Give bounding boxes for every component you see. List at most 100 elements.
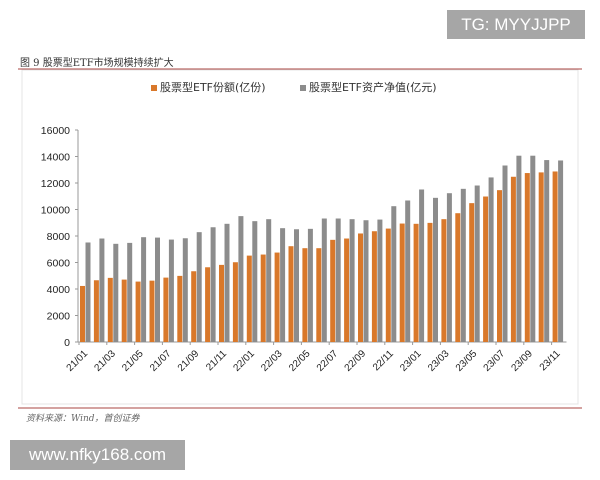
y-tick-label: 6000 xyxy=(47,258,71,270)
bar-share-21/07 xyxy=(163,277,169,342)
bar-share-22/05 xyxy=(302,248,308,342)
x-tick-label: 23/01 xyxy=(398,348,424,374)
bar-share-22/04 xyxy=(288,246,294,342)
bar-nav-22/09 xyxy=(363,220,369,342)
bar-share-21/06 xyxy=(149,280,155,342)
bar-nav-21/09 xyxy=(196,232,202,342)
bar-nav-23/11 xyxy=(558,160,564,342)
bar-share-22/12 xyxy=(399,223,405,342)
bar-share-21/04 xyxy=(121,279,127,342)
x-tick-label: 23/07 xyxy=(482,348,508,374)
bar-nav-21/04 xyxy=(127,242,133,342)
bar-share-21/03 xyxy=(107,277,113,342)
bar-nav-21/11 xyxy=(224,223,230,342)
bar-nav-23/07 xyxy=(502,165,508,342)
bar-share-21/11 xyxy=(219,264,224,342)
bar-share-23/11 xyxy=(552,171,558,342)
x-tick-label: 21/01 xyxy=(65,348,91,374)
x-tick-label: 23/03 xyxy=(426,348,452,374)
x-tick-label: 21/09 xyxy=(176,348,202,374)
y-tick-label: 16000 xyxy=(41,125,70,137)
bar-nav-22/06 xyxy=(321,218,327,342)
bar-nav-21/08 xyxy=(182,238,188,342)
bar-nav-22/03 xyxy=(280,228,286,342)
y-tick-label: 14000 xyxy=(41,152,70,164)
bar-nav-23/08 xyxy=(516,155,522,342)
bar-share-22/03 xyxy=(274,252,280,342)
bar-share-23/06 xyxy=(483,196,489,342)
bar-nav-21/02 xyxy=(99,238,105,342)
legend-swatch-nav xyxy=(300,85,306,91)
x-tick-label: 22/07 xyxy=(315,348,341,374)
bar-share-22/01 xyxy=(246,255,252,342)
y-tick-label: 12000 xyxy=(41,178,70,190)
bar-nav-22/05 xyxy=(307,228,313,342)
y-tick-label: 2000 xyxy=(47,311,71,323)
x-tick-label: 21/05 xyxy=(120,348,146,374)
bar-share-23/01 xyxy=(413,223,419,342)
x-tick-label: 23/11 xyxy=(538,348,563,373)
bar-nav-22/02 xyxy=(266,219,272,342)
watermark-top: TG: MYYJJPP xyxy=(447,10,585,39)
bar-nav-22/10 xyxy=(377,219,383,342)
bar-nav-22/08 xyxy=(349,219,355,342)
bar-nav-22/04 xyxy=(294,229,299,342)
x-tick-label: 21/11 xyxy=(204,348,229,373)
chart-frame xyxy=(21,69,579,405)
bar-share-23/09 xyxy=(524,173,530,342)
y-tick-label: 8000 xyxy=(47,231,71,243)
bar-nav-21/10 xyxy=(210,227,216,342)
bar-nav-22/07 xyxy=(335,218,341,342)
bar-share-21/12 xyxy=(232,262,238,342)
x-tick-label: 22/05 xyxy=(287,348,313,374)
bar-share-23/03 xyxy=(441,219,447,342)
bar-nav-22/01 xyxy=(252,221,258,342)
bar-share-22/11 xyxy=(385,228,391,342)
bar-nav-21/05 xyxy=(141,237,147,342)
y-tick-label: 0 xyxy=(64,337,70,349)
bar-share-22/08 xyxy=(344,238,350,342)
x-tick-label: 22/09 xyxy=(343,348,369,374)
bar-share-22/09 xyxy=(358,233,363,342)
bar-nav-21/07 xyxy=(168,239,174,342)
source-note: 资料来源：Wind，首创证券 xyxy=(26,414,140,424)
bar-nav-21/06 xyxy=(155,237,160,342)
x-tick-label: 22/01 xyxy=(231,348,257,374)
bar-share-22/06 xyxy=(316,248,322,342)
bar-share-23/04 xyxy=(455,213,461,342)
legend-swatch-share xyxy=(151,85,157,91)
bar-nav-23/02 xyxy=(433,197,438,342)
bar-nav-22/11 xyxy=(391,206,397,342)
bar-nav-23/04 xyxy=(460,188,466,342)
bar-nav-23/05 xyxy=(474,185,480,342)
bar-nav-23/01 xyxy=(419,189,425,342)
bar-share-23/02 xyxy=(427,222,433,342)
bar-share-21/10 xyxy=(205,267,211,342)
bar-share-21/01 xyxy=(80,285,85,342)
bar-share-21/05 xyxy=(135,281,141,342)
bar-nav-21/03 xyxy=(113,243,119,342)
bar-nav-21/01 xyxy=(85,242,91,342)
legend-label-nav: 股票型ETF资产净值(亿元) xyxy=(309,80,437,94)
x-tick-label: 23/05 xyxy=(454,348,480,374)
y-tick-label: 10000 xyxy=(41,205,70,217)
bar-share-23/07 xyxy=(497,190,502,342)
bar-share-23/10 xyxy=(538,172,544,342)
bar-share-23/08 xyxy=(510,176,516,342)
bar-nav-23/09 xyxy=(530,155,536,342)
bar-nav-22/12 xyxy=(405,200,411,342)
legend-label-share: 股票型ETF份额(亿份) xyxy=(160,80,266,94)
x-tick-label: 22/11 xyxy=(371,348,396,373)
bar-share-23/05 xyxy=(469,203,475,342)
x-tick-label: 23/09 xyxy=(509,348,535,374)
bar-nav-23/03 xyxy=(446,193,452,342)
bar-share-21/09 xyxy=(191,271,197,342)
bar-share-21/08 xyxy=(177,275,183,342)
bar-nav-23/10 xyxy=(544,160,550,342)
bar-share-21/02 xyxy=(93,280,99,342)
bar-share-22/02 xyxy=(260,254,266,342)
watermark-bottom: www.nfky168.com xyxy=(10,440,185,470)
bar-share-22/07 xyxy=(330,239,336,342)
y-tick-label: 4000 xyxy=(47,284,71,296)
